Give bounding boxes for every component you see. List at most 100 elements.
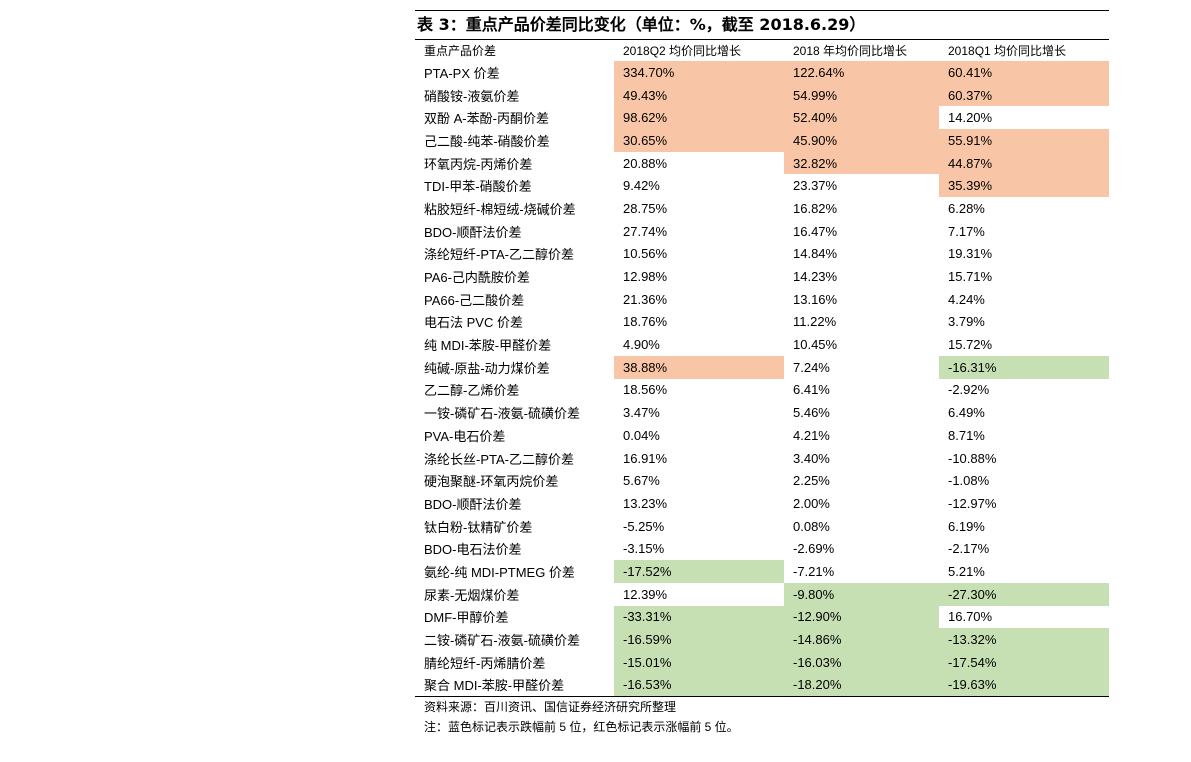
q2-growth-cell: -17.52% bbox=[614, 560, 784, 583]
product-name-cell: 电石法 PVC 价差 bbox=[424, 315, 523, 331]
table-row: 己二酸-纯苯-硝酸价差 30.65% 45.90% 55.91% bbox=[415, 129, 1109, 152]
q2-growth-cell: 334.70% bbox=[614, 61, 784, 84]
table-row: 涤纶长丝-PTA-乙二醇价差 16.91% 3.40% -10.88% bbox=[415, 447, 1109, 470]
table-row: 氨纶-纯 MDI-PTMEG 价差 -17.52% -7.21% 5.21% bbox=[415, 560, 1109, 583]
q1-growth-cell: -27.30% bbox=[939, 582, 1109, 606]
product-name-cell: 环氧丙烷-丙烯价差 bbox=[424, 156, 533, 172]
product-name-cell: 聚合 MDI-苯胺-甲醛价差 bbox=[415, 673, 614, 698]
product-name-cell: 涤纶短纤-PTA-乙二醇价差 bbox=[424, 247, 574, 263]
q1-growth-cell: 55.91% bbox=[939, 129, 1109, 152]
product-name-cell: 尿素-无烟煤价差 bbox=[424, 587, 520, 603]
product-name-cell: BDO-电石法价差 bbox=[424, 542, 522, 558]
q1-growth-cell: 15.72% bbox=[948, 337, 993, 353]
q2-growth-cell: 10.56% bbox=[623, 246, 668, 262]
q2-growth-cell: 38.88% bbox=[614, 355, 784, 379]
year-growth-cell: -12.90% bbox=[784, 605, 939, 629]
q1-growth-cell: 15.71% bbox=[948, 269, 993, 285]
table-row: BDO-顺酐法价差 27.74% 16.47% 7.17% bbox=[415, 220, 1109, 243]
q1-growth-cell: 19.31% bbox=[948, 246, 993, 262]
table-row: DMF-甲醇价差 -33.31% -12.90% 16.70% bbox=[415, 605, 1109, 629]
table-body: PTA-PX 价差 334.70% 122.64% 60.41% 硝酸铵-液氨价差 49.… bbox=[415, 61, 1109, 698]
table-row: 硝酸铵-液氨价差 49.43% 54.99% 60.37% bbox=[415, 83, 1109, 107]
year-growth-cell: 2.00% bbox=[793, 495, 830, 511]
year-growth-cell: 10.45% bbox=[793, 337, 838, 353]
q1-growth-cell: 6.49% bbox=[948, 405, 985, 421]
header-year-growth: 2018 年均价同比增长 bbox=[793, 44, 908, 58]
year-growth-cell: 3.40% bbox=[793, 450, 830, 466]
year-growth-cell: 23.37% bbox=[793, 178, 838, 194]
q2-growth-cell: 12.39% bbox=[623, 586, 668, 602]
q1-growth-cell: -2.92% bbox=[948, 382, 990, 398]
q2-growth-cell: 27.74% bbox=[623, 223, 668, 239]
product-name-cell: 腈纶短纤-丙烯腈价差 bbox=[424, 655, 546, 671]
year-growth-cell: 32.82% bbox=[784, 151, 939, 175]
q2-growth-cell: -15.01% bbox=[614, 650, 784, 674]
table-row: BDO-电石法价差 -3.15% -2.69% -2.17% bbox=[415, 537, 1109, 560]
product-name-cell: 二铵-磷矿石-液氨-硫磺价差 bbox=[424, 633, 580, 649]
table-row: 环氧丙烷-丙烯价差 20.88% 32.82% 44.87% bbox=[415, 151, 1109, 175]
price-spread-table: 重点产品价差 2018Q2 均价同比增长 2018 年均价同比增长 2018Q1… bbox=[415, 40, 1109, 698]
product-name-cell: 一铵-磷矿石-液氨-硫磺价差 bbox=[424, 406, 580, 422]
year-growth-cell: 14.23% bbox=[793, 269, 838, 285]
table-row: 纯碱-原盐-动力煤价差 38.88% 7.24% -16.31% bbox=[415, 355, 1109, 379]
product-name-cell: 粘胶短纤-棉短绒-烧碱价差 bbox=[424, 201, 576, 217]
year-growth-cell: 45.90% bbox=[784, 129, 939, 152]
table-row: 尿素-无烟煤价差 12.39% -9.80% -27.30% bbox=[415, 582, 1109, 606]
product-name-cell: 硬泡聚醚-环氧丙烷价差 bbox=[424, 474, 559, 490]
year-growth-cell: 13.16% bbox=[793, 291, 838, 307]
q2-growth-cell: 5.67% bbox=[623, 473, 660, 489]
table-row: BDO-顺酐法价差 13.23% 2.00% -12.97% bbox=[415, 492, 1109, 515]
q1-growth-cell: 14.20% bbox=[948, 110, 993, 126]
year-growth-cell: -7.21% bbox=[793, 563, 835, 579]
table-row: 硬泡聚醚-环氧丙烷价差 5.67% 2.25% -1.08% bbox=[415, 469, 1109, 492]
product-name-cell: PVA-电石价差 bbox=[424, 428, 506, 444]
year-growth-cell: 7.24% bbox=[793, 359, 830, 375]
year-growth-cell: 6.41% bbox=[793, 382, 830, 398]
q1-growth-cell: -10.88% bbox=[948, 450, 997, 466]
q1-growth-cell: -12.97% bbox=[948, 495, 997, 511]
year-growth-cell: 2.25% bbox=[793, 473, 830, 489]
q1-growth-cell: 6.28% bbox=[948, 200, 985, 216]
q2-growth-cell: 18.76% bbox=[623, 314, 668, 330]
q2-growth-cell: 20.88% bbox=[623, 155, 668, 171]
year-growth-cell: 14.84% bbox=[793, 246, 838, 262]
product-name-cell: PTA-PX 价差 bbox=[424, 65, 500, 81]
table-row: 二铵-磷矿石-液氨-硫磺价差 -16.59% -14.86% -13.32% bbox=[415, 628, 1109, 651]
year-growth-cell: 5.46% bbox=[793, 405, 830, 421]
color-legend-note: 注：蓝色标记表示跌幅前 5 位，红色标记表示涨幅前 5 位。 bbox=[424, 720, 739, 735]
product-name-cell: BDO-顺酐法价差 bbox=[424, 496, 522, 512]
year-growth-cell: -9.80% bbox=[784, 582, 939, 606]
product-name-cell: DMF-甲醇价差 bbox=[424, 610, 509, 626]
q2-growth-cell: 9.42% bbox=[623, 178, 660, 194]
year-growth-cell: 16.47% bbox=[793, 223, 838, 239]
q1-growth-cell: 7.17% bbox=[948, 223, 985, 239]
q1-growth-cell: -16.31% bbox=[939, 355, 1109, 379]
product-name-cell: 纯碱-原盐-动力煤价差 bbox=[424, 360, 550, 376]
year-growth-cell: 11.22% bbox=[793, 314, 837, 330]
table-row: 双酚 A-苯酚-丙酮价差 98.62% 52.40% 14.20% bbox=[415, 106, 1109, 130]
report-table-block: 表 3：重点产品价差同比变化（单位：%，截至 2018.6.29） 重点产品价差… bbox=[415, 10, 1109, 737]
table-row: 乙二醇-乙烯价差 18.56% 6.41% -2.92% bbox=[415, 379, 1109, 402]
product-name-cell: 乙二醇-乙烯价差 bbox=[424, 383, 520, 399]
q1-growth-cell: 6.19% bbox=[948, 518, 985, 534]
q1-growth-cell: 5.21% bbox=[948, 563, 985, 579]
table-row: PA6-己内酰胺价差 12.98% 14.23% 15.71% bbox=[415, 265, 1109, 288]
table-title: 表 3：重点产品价差同比变化（单位：%，截至 2018.6.29） bbox=[415, 10, 1109, 40]
q2-growth-cell: 30.65% bbox=[614, 129, 784, 152]
product-name-cell: PA6-己内酰胺价差 bbox=[424, 270, 530, 286]
q2-growth-cell: -16.59% bbox=[614, 628, 784, 651]
year-growth-cell: 122.64% bbox=[784, 61, 939, 84]
q2-growth-cell: 98.62% bbox=[614, 106, 784, 130]
year-growth-cell: 16.82% bbox=[793, 200, 838, 216]
product-name-cell: 己二酸-纯苯-硝酸价差 bbox=[424, 133, 550, 149]
q2-growth-cell: 3.47% bbox=[623, 405, 660, 421]
table-row: 纯 MDI-苯胺-甲醛价差 4.90% 10.45% 15.72% bbox=[415, 333, 1109, 356]
table-row: 涤纶短纤-PTA-乙二醇价差 10.56% 14.84% 19.31% bbox=[415, 243, 1109, 266]
table-row: 电石法 PVC 价差 18.76% 11.22% 3.79% bbox=[415, 311, 1109, 334]
year-growth-cell: -18.20% bbox=[784, 673, 939, 698]
table-row: 钛白粉-钛精矿价差 -5.25% 0.08% 6.19% bbox=[415, 515, 1109, 538]
table-row: 一铵-磷矿石-液氨-硫磺价差 3.47% 5.46% 6.49% bbox=[415, 401, 1109, 424]
q2-growth-cell: -33.31% bbox=[614, 605, 784, 629]
table-row: TDI-甲苯-硝酸价差 9.42% 23.37% 35.39% bbox=[415, 174, 1109, 198]
table-row: 聚合 MDI-苯胺-甲醛价差 -16.53% -18.20% -19.63% bbox=[415, 673, 1109, 698]
